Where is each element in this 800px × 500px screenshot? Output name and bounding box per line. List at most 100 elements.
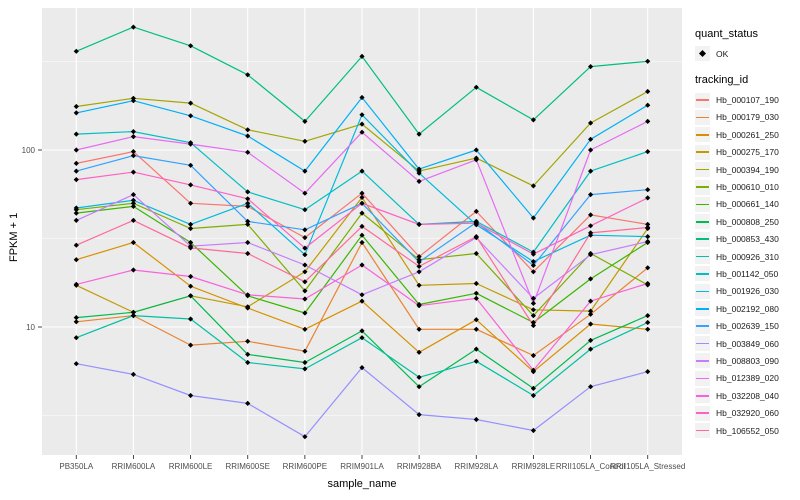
legend-swatch: [695, 353, 710, 369]
legend-item-Hb_000107_190: Hb_000107_190: [695, 91, 800, 108]
y-axis-title: FPKM + 1: [8, 212, 20, 262]
legend-swatch: [695, 179, 710, 195]
legend-swatch-line-icon: [696, 203, 709, 206]
legend-swatch: [695, 196, 710, 212]
x-tick-label: RRIM600PE: [283, 462, 327, 471]
legend-label: Hb_000808_250: [716, 216, 779, 227]
legend-item-Hb_003849_060: Hb_003849_060: [695, 335, 800, 352]
legend-swatch-line-icon: [696, 342, 709, 345]
legend-swatch-line-icon: [696, 429, 709, 432]
series-points-Hb_008803_090: [73, 192, 651, 301]
legend-label-ok: OK: [716, 48, 729, 59]
legend-item-Hb_000661_140: Hb_000661_140: [695, 196, 800, 213]
legend-label: Hb_032920_060: [716, 408, 779, 419]
legend-swatch-line-icon: [696, 412, 709, 414]
legend-item-Hb_032208_040: Hb_032208_040: [695, 387, 800, 404]
series-points: [73, 24, 651, 440]
legend-item-Hb_000610_010: Hb_000610_010: [695, 178, 800, 195]
legend-item-Hb_012389_020: Hb_012389_020: [695, 370, 800, 387]
x-axis-title: sample_name: [327, 478, 397, 490]
legend-label: Hb_001142_050: [716, 268, 779, 279]
legend-swatch: [695, 92, 710, 108]
legend-label: Hb_000610_010: [716, 182, 779, 193]
legend-swatch-line-icon: [696, 325, 709, 327]
legend-swatch-line-icon: [696, 221, 709, 223]
legend-swatch-line-icon: [696, 151, 709, 154]
legend-item-Hb_000808_250: Hb_000808_250: [695, 213, 800, 230]
legend-label: Hb_012389_020: [716, 373, 779, 384]
legend: quant_status OK tracking_id Hb_000107_19…: [695, 28, 800, 439]
legend-swatch-line-icon: [696, 168, 709, 171]
ok-diamond-icon: [698, 50, 707, 58]
legend-item-Hb_000926_310: Hb_000926_310: [695, 248, 800, 265]
legend-key-ok: [695, 46, 710, 62]
legend-label: Hb_000394_190: [716, 164, 779, 175]
legend-swatch-line-icon: [696, 134, 709, 136]
legend-swatch-line-icon: [696, 273, 709, 275]
legend-swatch: [695, 405, 710, 421]
legend-label: Hb_106552_050: [716, 425, 779, 436]
legend-swatch: [695, 370, 710, 386]
legend-label: Hb_002192_080: [716, 303, 779, 314]
y-tick-label: 10: [26, 323, 35, 332]
x-tick-label: RRIM928BA: [397, 462, 442, 471]
legend-swatch: [695, 109, 710, 125]
legend-label: Hb_003849_060: [716, 338, 779, 349]
legend-swatch: [695, 231, 710, 247]
legend-label: Hb_032208_040: [716, 390, 779, 401]
legend-swatch-line-icon: [696, 307, 709, 310]
legend-label: Hb_000853_430: [716, 234, 779, 245]
x-tick-label: RRIM928LA: [454, 462, 498, 471]
legend-swatch: [695, 266, 710, 282]
legend-swatch: [695, 388, 710, 404]
legend-swatch-line-icon: [696, 290, 709, 293]
legend-swatch: [695, 144, 710, 160]
x-tick-label: RRIM600LA: [112, 462, 156, 471]
legend-entries: Hb_000107_190 Hb_000179_030 Hb_000261_250 H…: [695, 91, 800, 439]
x-tick-labels: PB350LA RRIM600LA RRIM600LE RRIM600SE RRIM60…: [59, 462, 685, 471]
x-tick-label: PB350LA: [59, 462, 93, 471]
legend-swatch-line-icon: [696, 360, 709, 362]
legend-swatch-line-icon: [696, 99, 709, 101]
legend-item-Hb_002639_150: Hb_002639_150: [695, 317, 800, 334]
axis-ticks: [38, 149, 649, 459]
legend-swatch: [695, 283, 710, 299]
legend-item-Hb_000179_030: Hb_000179_030: [695, 109, 800, 126]
legend-swatch-line-icon: [696, 255, 709, 258]
legend-label: Hb_000275_170: [716, 147, 779, 158]
legend-swatch-line-icon: [696, 394, 709, 397]
legend-item-Hb_000853_430: Hb_000853_430: [695, 231, 800, 248]
series-points-Hb_000394_190: [73, 88, 651, 189]
legend-item-Hb_008803_090: Hb_008803_090: [695, 352, 800, 369]
legend-item-Hb_001142_050: Hb_001142_050: [695, 265, 800, 282]
legend-swatch: [695, 318, 710, 334]
legend-title-tracking-id: tracking_id: [695, 74, 749, 87]
y-tick-labels: 100 10: [22, 146, 36, 332]
legend-swatch: [695, 162, 710, 178]
legend-label: Hb_000926_310: [716, 251, 779, 262]
x-tick-label: RRIM600SE: [225, 462, 269, 471]
x-tick-label: RRII105LA_Stressed: [610, 462, 685, 471]
legend-swatch: [695, 249, 710, 265]
x-tick-label: RRII105LA_Control: [556, 462, 626, 471]
legend-swatch-line-icon: [696, 116, 709, 119]
legend-label: Hb_000179_030: [716, 112, 779, 123]
legend-item-Hb_000275_170: Hb_000275_170: [695, 144, 800, 161]
legend-label: Hb_008803_090: [716, 355, 779, 366]
legend-swatch: [695, 423, 710, 438]
legend-item-Hb_106552_050: Hb_106552_050: [695, 422, 800, 439]
legend-item-Hb_000394_190: Hb_000394_190: [695, 161, 800, 178]
legend-title-quant-status: quant_status: [695, 28, 758, 40]
legend-swatch: [695, 214, 710, 230]
x-tick-label: RRIM928LE: [512, 462, 556, 471]
legend-label: Hb_002639_150: [716, 321, 779, 332]
legend-label: Hb_000661_140: [716, 199, 779, 210]
legend-label: Hb_001926_030: [716, 286, 779, 297]
x-tick-label: RRIM600LE: [169, 462, 213, 471]
legend-item-Hb_000261_250: Hb_000261_250: [695, 126, 800, 143]
x-tick-label: RRIM901LA: [340, 462, 384, 471]
legend-swatch-line-icon: [696, 238, 709, 240]
legend-item-Hb_002192_080: Hb_002192_080: [695, 300, 800, 317]
legend-item-Hb_032920_060: Hb_032920_060: [695, 404, 800, 421]
